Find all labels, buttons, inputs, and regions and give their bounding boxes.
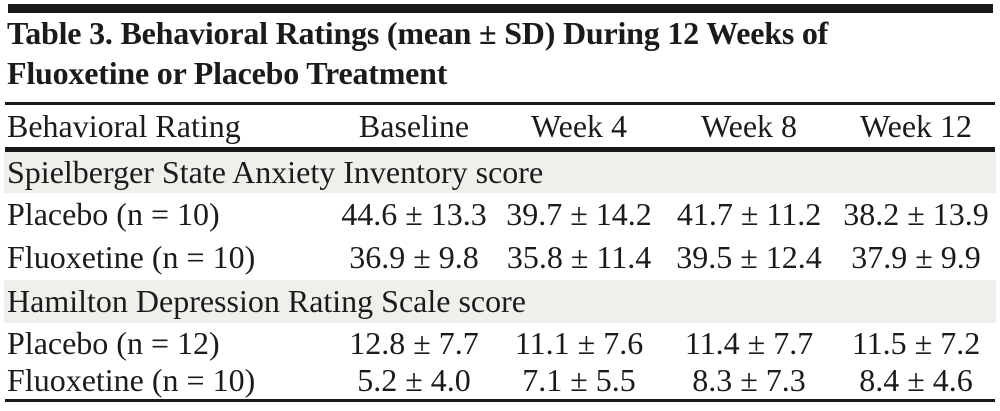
- value-cell: 12.8 ± 7.7: [349, 324, 479, 361]
- value-cell: 5.2 ± 4.0: [357, 361, 471, 398]
- table-title-line2: Fluoxetine or Placebo Treatment: [7, 55, 448, 91]
- value-cell: 41.7 ± 11.2: [676, 195, 822, 232]
- col-header-baseline: Baseline: [358, 108, 470, 144]
- section-header-hamilton: Hamilton Depression Rating Scale score: [4, 280, 996, 323]
- top-border-bar: [8, 4, 993, 13]
- value-cell: 37.9 ± 9.9: [851, 239, 981, 275]
- table-row: Placebo (n = 12) 12.8 ± 7.7 11.1 ± 7.6 1…: [0, 323, 1000, 363]
- value-cell: 11.5 ± 7.2: [851, 324, 981, 361]
- row-label: Fluoxetine (n = 10): [7, 361, 256, 398]
- value-cell: 7.1 ± 5.5: [522, 361, 636, 398]
- row-label: Placebo (n = 12): [7, 324, 220, 361]
- bottom-border-rule: [5, 399, 995, 402]
- header-divider-rule: [5, 147, 995, 152]
- value-cell: 39.5 ± 12.4: [676, 239, 822, 275]
- value-cell: 36.9 ± 9.8: [349, 239, 479, 275]
- col-header-week4: Week 4: [530, 108, 628, 144]
- section-header-label: Spielberger State Anxiety Inventory scor…: [7, 154, 544, 190]
- value-cell: 38.2 ± 13.9: [843, 195, 989, 232]
- col-header-behavioral-rating: Behavioral Rating: [7, 108, 241, 144]
- col-header-week12: Week 12: [859, 108, 973, 144]
- table-title-line1: Table 3. Behavioral Ratings (mean ± SD) …: [7, 15, 829, 51]
- value-cell: 11.4 ± 7.7: [684, 324, 814, 361]
- table-row: Placebo (n = 10) 44.6 ± 13.3 39.7 ± 14.2…: [0, 193, 1000, 235]
- value-cell: 8.4 ± 4.6: [859, 361, 973, 398]
- table-row: Fluoxetine (n = 10) 5.2 ± 4.0 7.1 ± 5.5 …: [0, 361, 1000, 399]
- section-header-spielberger: Spielberger State Anxiety Inventory scor…: [4, 152, 996, 193]
- title-divider-rule: [5, 102, 995, 105]
- value-cell: 8.3 ± 7.3: [692, 361, 806, 398]
- value-cell: 39.7 ± 14.2: [506, 195, 652, 232]
- column-header-row: Behavioral Rating Baseline Week 4 Week 8…: [0, 106, 1000, 147]
- value-cell: 11.1 ± 7.6: [514, 324, 644, 361]
- row-label: Fluoxetine (n = 10): [7, 239, 256, 275]
- col-header-week8: Week 8: [700, 108, 798, 144]
- value-cell: 35.8 ± 11.4: [506, 239, 652, 275]
- row-label: Placebo (n = 10): [7, 195, 220, 232]
- value-cell: 44.6 ± 13.3: [341, 195, 487, 232]
- table-row: Fluoxetine (n = 10) 36.9 ± 9.8 35.8 ± 11…: [0, 235, 1000, 280]
- table-title: Table 3. Behavioral Ratings (mean ± SD) …: [7, 13, 995, 93]
- section-header-label: Hamilton Depression Rating Scale score: [7, 283, 526, 319]
